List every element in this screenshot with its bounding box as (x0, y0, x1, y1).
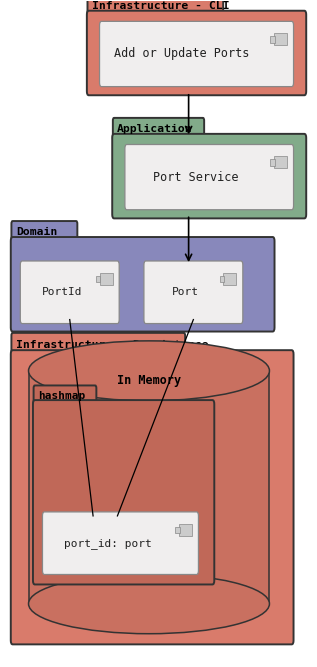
Bar (96, 275, 100, 282)
FancyBboxPatch shape (11, 221, 77, 243)
FancyBboxPatch shape (20, 261, 119, 323)
FancyBboxPatch shape (125, 145, 294, 209)
Bar (179, 524, 192, 536)
Text: In Memory: In Memory (117, 374, 181, 388)
Text: Domain: Domain (16, 227, 57, 237)
Text: port_id: port: port_id: port (64, 538, 152, 549)
Bar (220, 275, 224, 282)
Text: hashmap: hashmap (38, 391, 85, 401)
FancyBboxPatch shape (113, 118, 204, 141)
Text: PortId: PortId (42, 287, 82, 297)
FancyBboxPatch shape (33, 400, 214, 584)
FancyBboxPatch shape (87, 11, 306, 95)
Bar (270, 36, 275, 43)
FancyBboxPatch shape (34, 386, 96, 407)
Text: Add or Update Ports: Add or Update Ports (113, 47, 249, 61)
Ellipse shape (29, 574, 269, 634)
FancyBboxPatch shape (11, 237, 275, 331)
Text: Infrastructure - Persistence: Infrastructure - Persistence (16, 340, 208, 350)
Bar (100, 273, 113, 285)
FancyBboxPatch shape (11, 333, 185, 357)
Text: Port Service: Port Service (153, 171, 239, 183)
Bar (175, 526, 180, 533)
FancyBboxPatch shape (42, 512, 198, 574)
Bar (270, 159, 275, 166)
FancyBboxPatch shape (112, 134, 306, 218)
Bar (223, 273, 236, 285)
FancyBboxPatch shape (87, 0, 223, 17)
Bar (29, 371, 269, 604)
FancyBboxPatch shape (11, 350, 294, 644)
FancyBboxPatch shape (100, 21, 294, 87)
Text: Infrastructure - CLI: Infrastructure - CLI (92, 1, 230, 11)
Text: Application: Application (117, 124, 193, 134)
Bar (274, 157, 287, 169)
Text: Port: Port (172, 287, 199, 297)
FancyBboxPatch shape (144, 261, 243, 323)
Ellipse shape (29, 341, 269, 401)
Bar (274, 33, 287, 45)
